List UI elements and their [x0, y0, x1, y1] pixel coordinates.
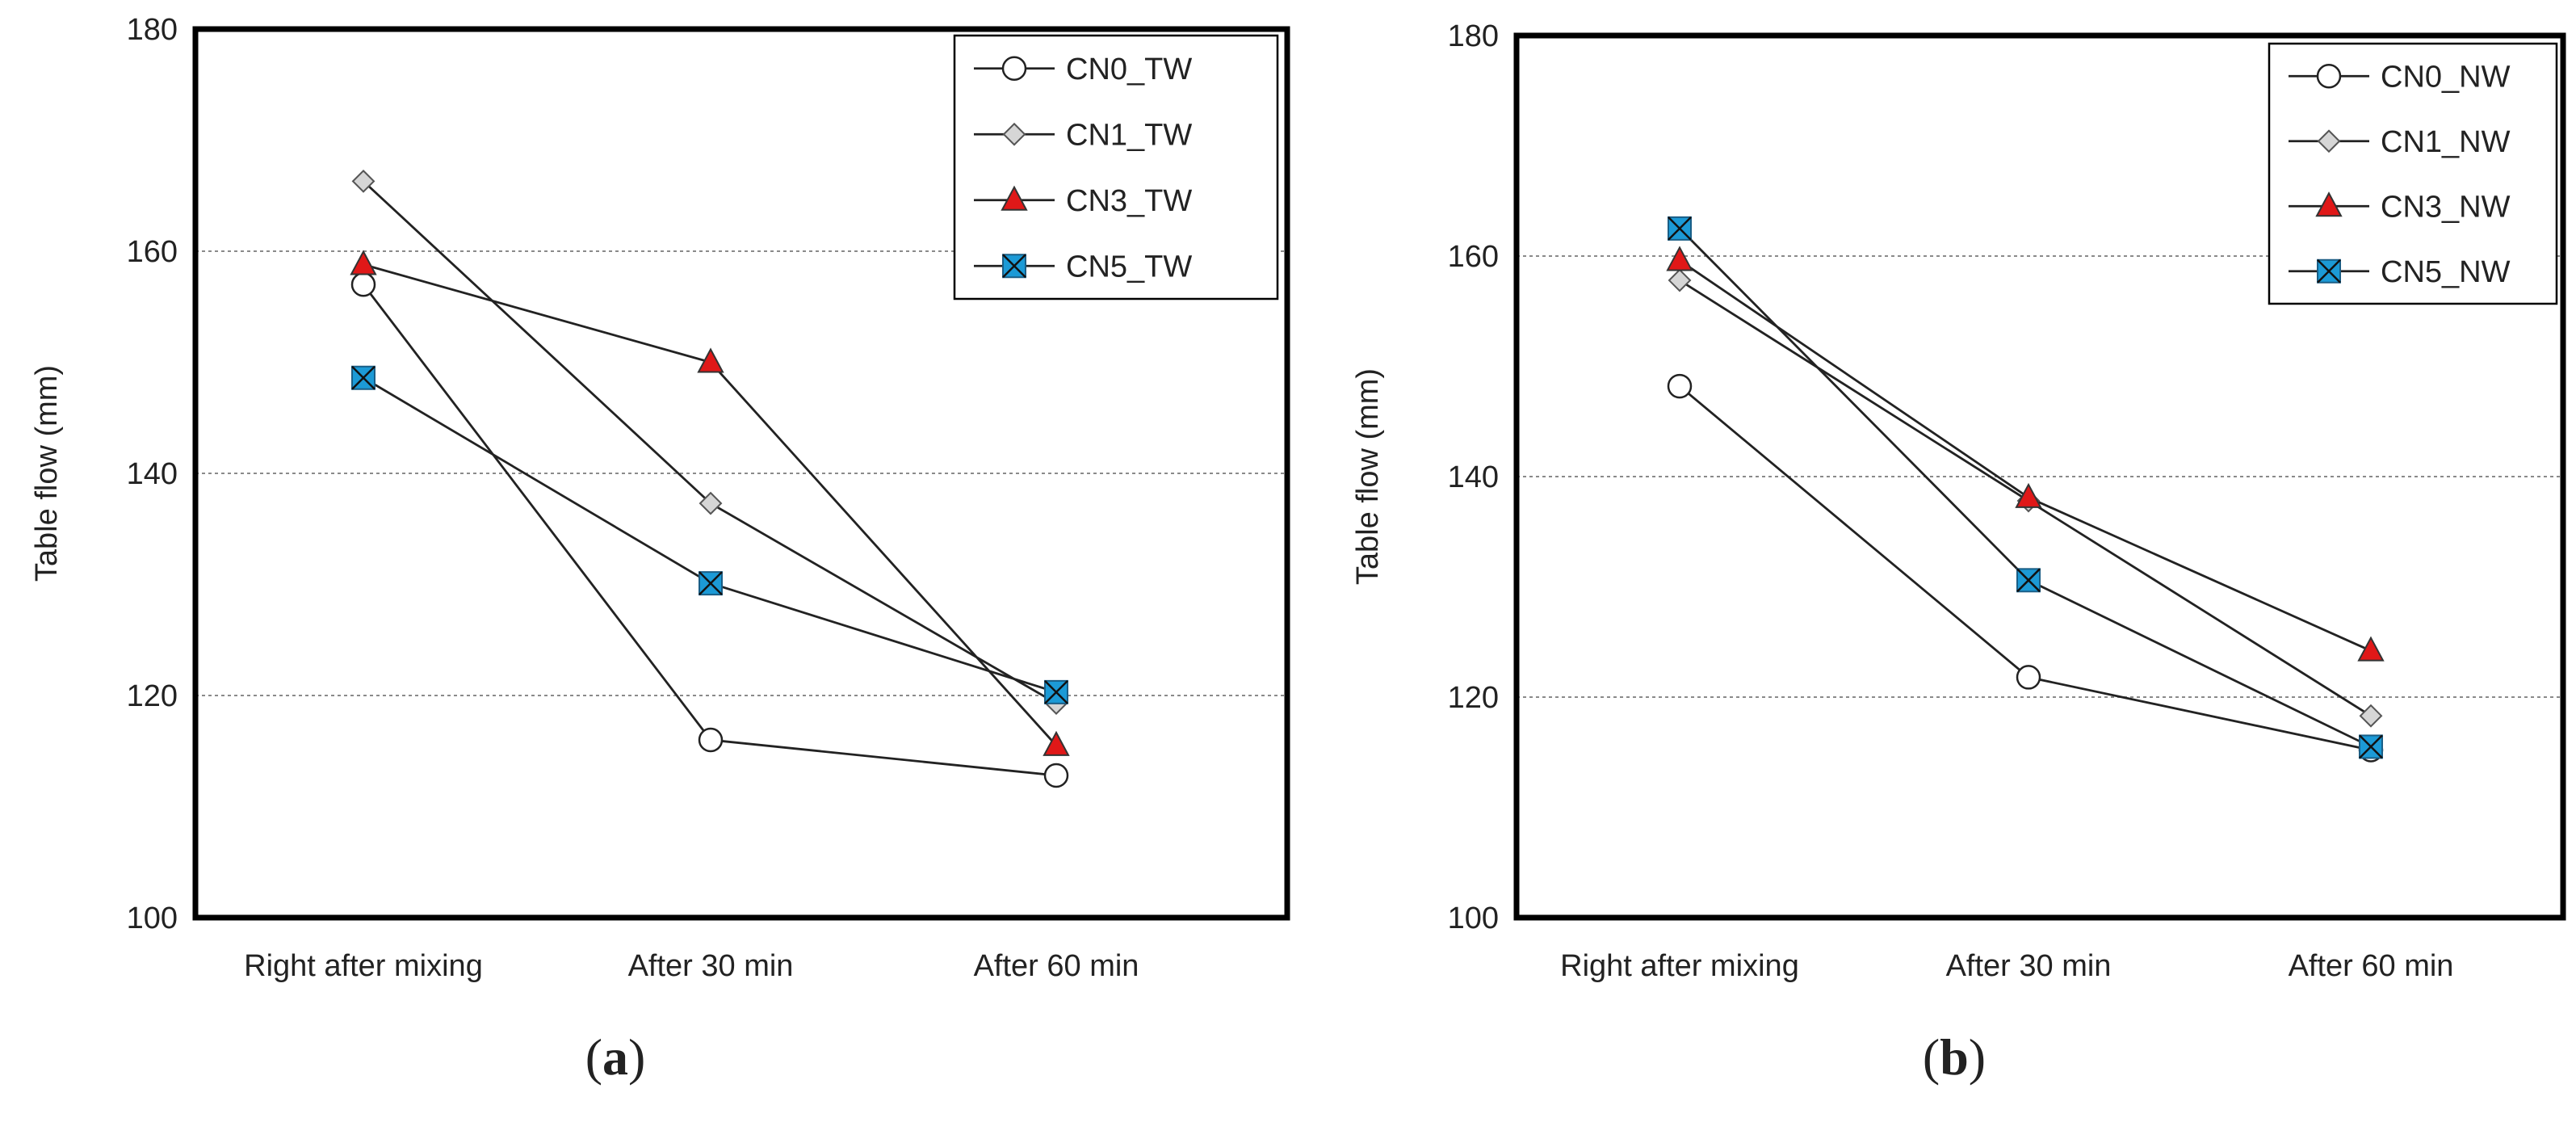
y-tick-label: 100	[127, 901, 178, 935]
data-point-CN5_TW-cross-b	[1044, 679, 1068, 704]
panel-caption: (b)	[1923, 1028, 1986, 1086]
data-point-CN5_TW	[1044, 679, 1068, 704]
data-point-CN1_NW	[1668, 268, 1692, 292]
x-tick-label: After 30 min	[628, 949, 794, 983]
data-point-CN5_NW-cross-b	[2016, 568, 2041, 593]
y-tick-label: 160	[1448, 240, 1499, 274]
legend: CN0_NW CN1_NW CN3_NW CN5_NW	[2268, 42, 2558, 305]
chart-panel-b: 100 120 140 160 180 Right after mixing After 3…	[1351, 19, 2566, 1086]
x-tick-label: After 30 min	[1946, 949, 2112, 983]
data-point-CN0_TW	[698, 727, 724, 753]
legend-label: CN0_TW	[1066, 53, 1192, 86]
data-point-CN5_TW	[699, 571, 723, 596]
y-tick-label: 140	[127, 457, 178, 491]
legend-marker-CN0_NW	[2316, 64, 2342, 89]
panel-caption-letter: b	[1940, 1028, 1969, 1086]
legend-label: CN3_TW	[1066, 184, 1192, 218]
x-tick-label: Right after mixing	[1560, 949, 1799, 983]
series-line-CN5_TW	[363, 376, 1057, 694]
data-point-CN5_TW	[351, 365, 375, 390]
legend-marker-CN0_TW	[1001, 56, 1027, 81]
data-point-CN0_TW	[1043, 763, 1069, 788]
legend-label: CN1_NW	[2381, 125, 2511, 159]
legend-marker-CN5_TW	[1002, 254, 1026, 279]
y-tick-label: 180	[1448, 19, 1499, 53]
y-tick-label: 100	[1448, 901, 1499, 935]
legend-label: CN0_NW	[2381, 60, 2511, 94]
legend-label: CN3_NW	[2381, 190, 2511, 224]
legend-label: CN5_NW	[2381, 255, 2511, 289]
legend: CN0_TW CN1_TW CN3_TW CN5_TW	[953, 34, 1279, 300]
y-tick-label: 140	[1448, 460, 1499, 494]
plot-area-frame	[1513, 32, 2566, 921]
data-point-CN3_NW	[2357, 636, 2385, 662]
plot-area-frame	[192, 26, 1290, 921]
x-tick-label: Right after mixing	[244, 949, 483, 983]
data-point-CN3_NW	[2015, 482, 2042, 508]
y-tick-label: 160	[127, 235, 178, 269]
data-point-CN0_NW	[1667, 373, 1693, 399]
x-tick-label: After 60 min	[2289, 949, 2454, 983]
data-point-CN0_TW	[350, 272, 376, 297]
y-axis-label: Table flow (mm)	[1351, 368, 1385, 585]
data-point-CN5_TW-cross-b	[699, 571, 723, 596]
legend-marker-CN1_TW	[1002, 122, 1026, 146]
y-tick-label: 120	[1448, 681, 1499, 715]
legend-marker-CN5_NW-cross-b	[2317, 258, 2341, 284]
data-point-CN5_NW-cross-b	[2359, 734, 2383, 759]
chart-panel-a: 100 120 140 160 180 Right after mixing After 3…	[30, 13, 1290, 1086]
data-point-CN0_NW	[2016, 665, 2041, 690]
data-point-CN5_NW	[2359, 734, 2383, 759]
panel-caption-letter: a	[602, 1028, 628, 1086]
x-tick-label: After 60 min	[974, 949, 1139, 983]
data-point-CN3_TW	[1043, 730, 1070, 756]
data-point-CN3_TW	[350, 250, 377, 275]
data-point-CN5_NW	[2016, 568, 2041, 593]
legend-marker-CN5_TW-cross-b	[1002, 254, 1026, 279]
legend-marker-CN1_NW	[2317, 129, 2341, 153]
data-point-CN3_TW	[697, 347, 724, 373]
legend-marker-CN3_NW	[2315, 191, 2343, 217]
data-point-CN5_TW-cross-b	[351, 365, 375, 390]
data-point-CN5_NW	[1668, 216, 1692, 241]
y-tick-label: 180	[127, 13, 178, 47]
series-line-CN1_TW	[363, 180, 1057, 704]
legend-label: CN5_TW	[1066, 250, 1192, 284]
panel-caption: (a)	[585, 1028, 646, 1086]
data-point-CN1_TW	[699, 491, 723, 515]
y-tick-label: 120	[127, 679, 178, 713]
data-point-CN1_NW	[2359, 704, 2383, 728]
legend-marker-CN5_NW	[2317, 258, 2341, 284]
data-point-CN5_NW-cross-b	[1668, 216, 1692, 241]
y-axis-label: Table flow (mm)	[30, 365, 64, 582]
legend-marker-CN3_TW	[1001, 185, 1028, 211]
data-point-CN3_NW	[1666, 246, 1693, 271]
legend-label: CN1_TW	[1066, 118, 1192, 152]
data-point-CN1_TW	[351, 169, 375, 193]
